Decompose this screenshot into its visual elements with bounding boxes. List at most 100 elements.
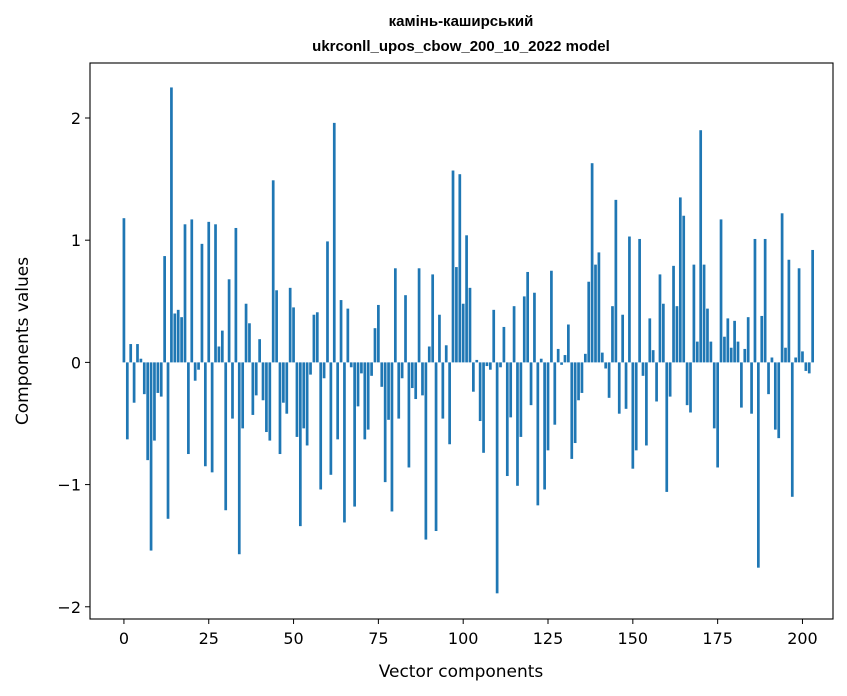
bar-23 (200, 243, 204, 363)
bar-45 (275, 290, 278, 363)
bar-132 (570, 362, 574, 459)
bar-164 (678, 197, 682, 363)
bar-103 (472, 362, 475, 392)
bar-165 (682, 215, 686, 363)
bar-24 (203, 362, 207, 467)
bar-26 (210, 362, 214, 473)
bar-127 (553, 362, 557, 425)
bar-173 (709, 341, 713, 363)
bar-124 (543, 362, 546, 490)
bar-41 (261, 362, 265, 401)
bar-114 (509, 362, 513, 418)
bar-152 (638, 238, 641, 363)
bar-62 (332, 122, 336, 363)
bar-86 (414, 362, 418, 400)
bar-195 (784, 347, 787, 363)
bar-158 (658, 274, 662, 363)
bar-190 (767, 362, 770, 395)
bar-180 (733, 320, 736, 363)
bar-154 (645, 362, 648, 446)
bar-47 (282, 362, 285, 403)
bar-193 (777, 362, 781, 439)
x-tick-label-8: 200 (787, 629, 818, 648)
bar-106 (482, 362, 485, 453)
bar-100 (461, 303, 465, 363)
bar-157 (655, 362, 658, 402)
bar-35 (241, 362, 245, 429)
y-axis-ticks: −2 −1 0 1 2 (57, 109, 90, 617)
bar-11 (159, 362, 163, 397)
x-tick-label-7: 175 (702, 629, 733, 648)
bar-184 (746, 317, 750, 363)
bar-135 (580, 362, 584, 393)
bar-94 (441, 362, 445, 419)
bar-200 (801, 351, 804, 363)
bar-13 (166, 362, 170, 519)
bar-59 (322, 362, 326, 379)
bar-169 (695, 341, 699, 363)
bar-78 (387, 362, 390, 420)
bar-8 (149, 362, 153, 551)
plot-frame (89, 62, 834, 620)
y-axis-label: Components values (13, 257, 33, 425)
bar-179 (729, 347, 733, 363)
bar-201 (804, 362, 808, 371)
bar-191 (770, 357, 774, 363)
bar-18 (183, 224, 187, 363)
bar-136 (583, 353, 587, 363)
bar-203 (811, 249, 814, 363)
chart-title-line1: камінь-каширський (389, 13, 534, 30)
bar-192 (773, 362, 777, 430)
bar-84 (407, 362, 411, 468)
bar-33 (234, 227, 238, 363)
bar-31 (227, 279, 231, 363)
bar-39 (254, 362, 258, 396)
bar-194 (780, 213, 784, 363)
bar-90 (427, 346, 431, 363)
bar-10 (156, 362, 160, 393)
bar-142 (604, 362, 608, 369)
x-tick-label-1: 25 (199, 629, 219, 648)
bar-122 (536, 362, 540, 506)
bar-134 (577, 362, 580, 401)
bar-99 (458, 174, 462, 363)
x-axis-ticks: 0 25 50 75 100 125 150 175 200 (119, 619, 818, 648)
bar-150 (631, 362, 635, 469)
bar-116 (516, 362, 519, 486)
bar-161 (668, 362, 672, 397)
bar-55 (309, 362, 312, 375)
bar-109 (492, 309, 496, 363)
bar-73 (370, 362, 373, 376)
bar-70 (360, 362, 363, 374)
bar-186 (753, 238, 757, 363)
bar-22 (197, 362, 200, 370)
bar-129 (560, 362, 563, 365)
bar-110 (495, 362, 499, 594)
bar-76 (380, 362, 384, 387)
bar-107 (485, 362, 489, 367)
bar-133 (573, 362, 577, 444)
bar-147 (621, 314, 625, 363)
bar-151 (634, 362, 638, 451)
bar-32 (231, 362, 234, 419)
bar-146 (617, 362, 621, 414)
bar-30 (224, 362, 228, 511)
y-tick-label-2: 0 (71, 353, 81, 372)
bar-67 (349, 362, 353, 368)
bar-69 (356, 362, 360, 407)
bar-120 (529, 362, 533, 406)
bar-159 (662, 303, 665, 363)
bar-77 (383, 362, 387, 483)
bar-128 (556, 348, 560, 363)
bar-20 (190, 219, 194, 363)
bar-38 (251, 362, 255, 415)
bar-170 (699, 130, 703, 363)
bar-185 (750, 362, 753, 414)
bar-183 (743, 348, 747, 363)
bar-81 (397, 362, 401, 419)
bar-51 (295, 362, 299, 437)
bar-131 (567, 324, 570, 363)
bar-93 (438, 314, 441, 363)
bar-119 (526, 271, 530, 363)
